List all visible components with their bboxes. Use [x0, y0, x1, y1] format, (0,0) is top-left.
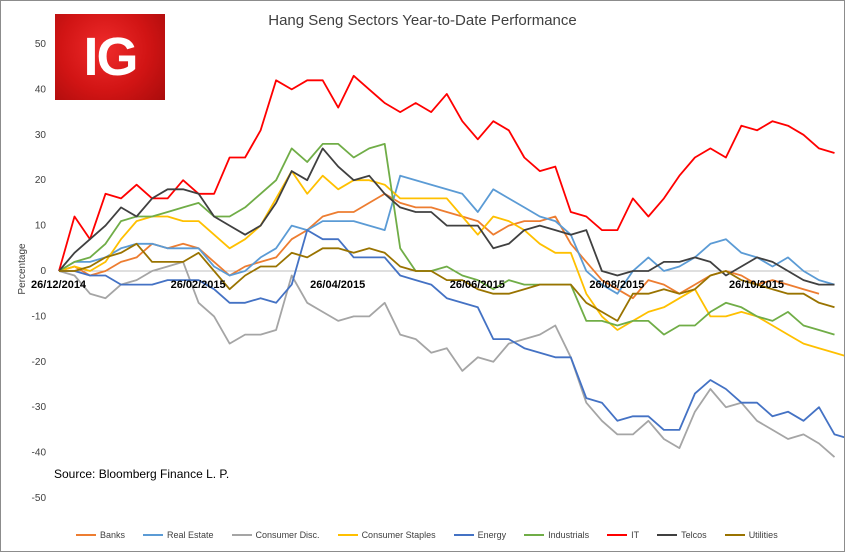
y-axis-label: Percentage	[17, 243, 28, 295]
legend-swatch	[453, 534, 474, 536]
x-tick-label: 26/02/2015	[171, 279, 226, 291]
series-line-consumer-staples	[58, 170, 844, 357]
legend-label: Banks	[100, 530, 126, 540]
legend-swatch	[524, 534, 545, 536]
x-tick-label: 26/10/2015	[729, 279, 784, 291]
y-tick-label: 30	[35, 130, 47, 141]
legend-swatch	[231, 534, 252, 536]
legend-label: Energy	[477, 530, 507, 540]
series-line-telcos	[58, 147, 835, 286]
ig-logo: IG	[55, 14, 165, 100]
legend-label: Real Estate	[167, 530, 214, 540]
series-line-energy	[59, 229, 844, 439]
legend-label: IT	[631, 530, 640, 540]
legend-swatch	[76, 534, 96, 536]
chart-title: Hang Seng Sectors Year-to-Date Performan…	[268, 12, 577, 29]
series-line-industrials	[58, 142, 835, 336]
series-line-utilities	[59, 242, 835, 322]
legend-item: Energy	[453, 530, 507, 540]
y-tick-label: -20	[32, 357, 47, 368]
legend-label: Industrials	[548, 530, 590, 540]
y-tick-label: 40	[35, 84, 47, 95]
x-tick-label: 26/04/2015	[310, 279, 365, 291]
legend-swatch	[657, 534, 678, 536]
x-tick-label: 26/08/2015	[589, 279, 644, 291]
legend: Banks Real Estate Consumer Disc. Consumer S…	[76, 530, 796, 540]
y-tick-label: 0	[40, 266, 46, 277]
legend-item: IT	[607, 530, 639, 540]
legend-label: Telcos	[681, 530, 707, 540]
legend-item: Utilities	[724, 530, 778, 540]
y-tick-label: -10	[32, 311, 47, 322]
y-tick-label: 50	[35, 39, 47, 50]
series-line-banks	[58, 192, 820, 300]
y-tick-label: -40	[32, 448, 47, 459]
legend-item: Telcos	[657, 530, 707, 540]
y-tick-label: -30	[32, 402, 47, 413]
series-line-consumer-disc	[58, 260, 836, 458]
legend-item: Banks	[76, 530, 125, 540]
legend-swatch	[143, 534, 164, 536]
legend-swatch	[337, 534, 358, 536]
y-tick-label: 20	[35, 175, 47, 186]
y-tick-label: -50	[32, 493, 47, 504]
series-line-it	[58, 74, 835, 272]
legend-item: Consumer Staples	[337, 530, 436, 540]
legend-item: Industrials	[524, 530, 589, 540]
legend-item: Consumer Disc.	[231, 530, 320, 540]
source-note: Source: Bloomberg Finance L. P.	[54, 467, 230, 481]
logo-text: IG	[83, 27, 138, 87]
x-tick-label: 26/06/2015	[450, 279, 505, 291]
legend-item: Real Estate	[143, 530, 214, 540]
legend-label: Consumer Disc.	[255, 530, 320, 540]
legend-label: Consumer Staples	[361, 530, 436, 540]
legend-swatch	[607, 534, 628, 536]
y-tick-label: 10	[35, 221, 47, 232]
series-line-real-estate	[58, 174, 835, 295]
legend-label: Utilities	[748, 530, 778, 540]
x-tick-label: 26/12/2014	[31, 279, 87, 291]
legend-swatch	[724, 534, 745, 536]
